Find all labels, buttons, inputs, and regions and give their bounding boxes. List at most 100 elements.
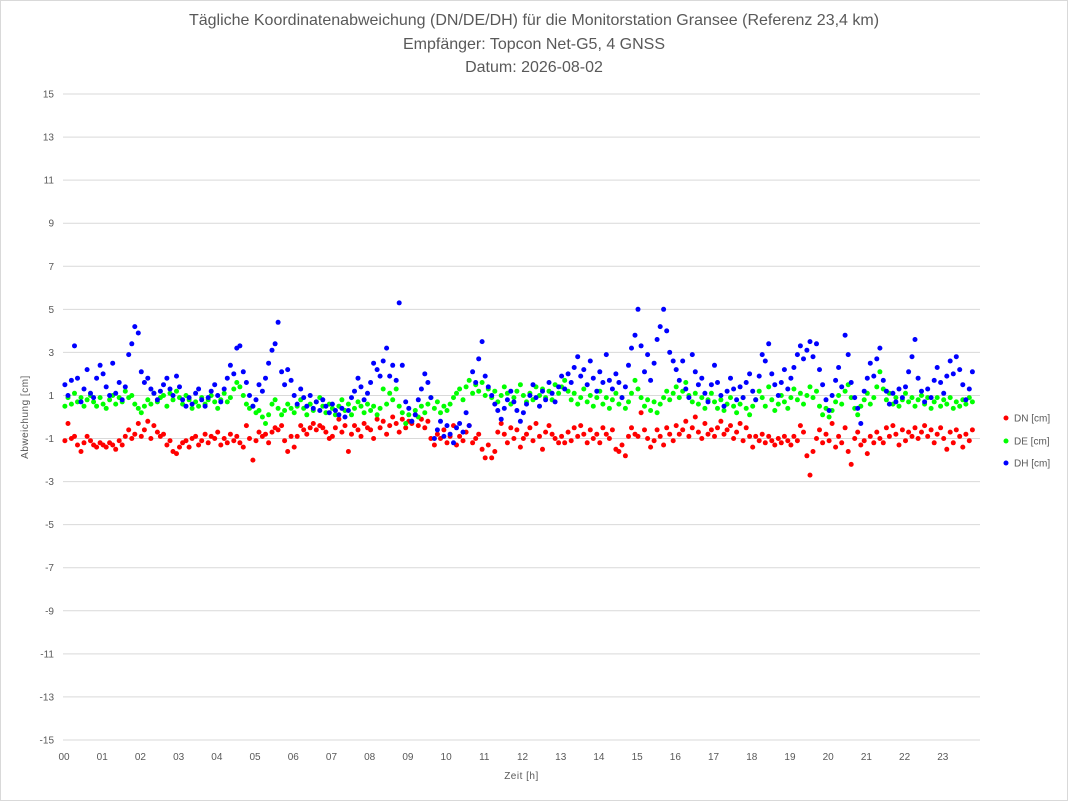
data-point [871,373,877,379]
data-point [371,403,377,409]
y-tick-label: -11 [40,649,54,660]
data-point [661,306,667,312]
data-point [215,429,221,435]
data-point [320,425,326,431]
data-point [556,440,562,446]
data-point [747,371,753,377]
data-point [247,393,252,398]
data-point [785,405,791,411]
data-point [578,373,584,379]
data-point [94,375,100,381]
data-point [288,433,294,439]
x-tick-label: 23 [937,752,949,763]
data-point [91,399,97,405]
data-point [944,373,950,379]
data-point [708,427,714,433]
data-point [501,384,507,390]
data-point [307,393,313,398]
data-point [734,429,740,435]
data-point [584,399,590,405]
data-point [648,444,654,450]
data-point [122,433,128,439]
data-point [530,382,536,388]
data-point [728,375,733,381]
data-point [565,429,571,435]
y-tick-label: 15 [43,90,55,101]
data-point [361,421,367,426]
data-point [285,401,291,407]
data-point [313,427,319,433]
data-point [683,380,689,385]
data-point [934,365,940,370]
data-point [807,339,813,345]
data-point [632,377,638,383]
data-point [689,352,695,358]
data-point [957,433,963,439]
data-point [524,431,529,437]
data-point [899,395,905,401]
data-point [320,397,326,403]
data-point [820,382,826,388]
data-point [919,388,924,394]
data-point [814,341,819,347]
data-point [88,390,93,396]
data-point [750,403,756,409]
data-point [804,347,810,353]
data-point [454,425,459,431]
data-point [231,386,237,392]
data-point [482,455,488,461]
data-point [129,393,135,398]
data-point [600,425,606,431]
data-point [365,401,370,407]
legend-marker [1003,415,1009,421]
data-point [552,436,558,441]
data-point [852,395,858,401]
data-point [657,433,663,439]
data-point [562,440,568,446]
data-point [562,386,568,392]
data-point [925,386,931,392]
data-point [243,423,249,429]
data-point [817,367,822,373]
data-point [428,395,434,401]
data-point [196,403,202,409]
data-point [199,397,205,403]
data-point [368,408,374,413]
data-point [689,425,695,431]
data-point [540,446,545,452]
x-tick-label: 10 [441,752,453,763]
data-point [743,380,749,385]
data-point [670,390,676,396]
data-point [692,369,698,375]
data-point [705,399,711,405]
data-point [116,380,122,385]
data-point [298,386,304,392]
data-point [540,388,545,394]
data-point [590,375,596,381]
data-point [122,384,128,390]
data-point [224,399,230,405]
data-point [718,418,724,424]
data-point [731,403,737,409]
data-point [310,405,316,411]
data-point [934,431,940,437]
data-point [78,395,84,401]
data-point [342,414,348,420]
data-point [457,421,463,426]
data-point [129,436,135,441]
data-point [817,403,822,409]
data-point [97,362,103,368]
data-point [266,440,272,446]
data-point [642,369,647,375]
data-point [928,427,934,433]
data-point [855,412,861,418]
data-point [466,423,472,429]
data-point [743,425,749,431]
data-point [72,343,77,349]
data-point [485,384,491,390]
data-point [403,421,409,426]
data-point [721,403,727,409]
data-point [606,436,612,441]
data-point [731,436,737,441]
data-point [788,395,794,401]
